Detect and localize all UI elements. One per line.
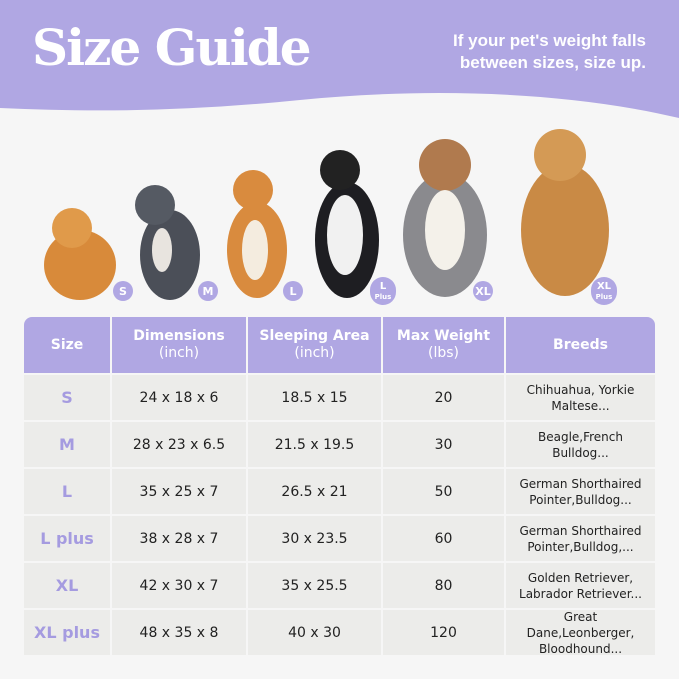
dimensions-cell: 24 x 18 x 6	[112, 375, 246, 420]
size-badge-m: M	[198, 281, 218, 301]
size-cell: L plus	[24, 516, 110, 561]
table-header-cell: Breeds	[506, 317, 655, 373]
dog-illustrations	[44, 129, 609, 300]
dog-m-image	[135, 185, 200, 300]
breeds-cell: Golden Retriever, Labrador Retriever...	[506, 563, 655, 608]
subtitle: If your pet's weight falls between sizes,…	[346, 30, 646, 74]
max-weight-cell: 30	[383, 422, 504, 467]
dimensions-cell: 48 x 35 x 8	[112, 610, 246, 655]
size-cell: M	[24, 422, 110, 467]
dog-l-plus-image	[315, 150, 379, 298]
table-header-cell: Max Weight (lbs)	[383, 317, 504, 373]
breeds-cell: Beagle,French Bulldog...	[506, 422, 655, 467]
dog-l-image	[227, 170, 287, 298]
max-weight-cell: 20	[383, 375, 504, 420]
subtitle-line: between sizes, size up.	[459, 53, 646, 72]
max-weight-cell: 120	[383, 610, 504, 655]
max-weight-cell: 60	[383, 516, 504, 561]
page-title: Size Guide	[32, 18, 312, 77]
subtitle-line: If your pet's weight falls	[453, 31, 646, 50]
sleeping-area-cell: 40 x 30	[248, 610, 381, 655]
breeds-cell: German Shorthaired Pointer,Bulldog,...	[506, 516, 655, 561]
dimensions-cell: 35 x 25 x 7	[112, 469, 246, 514]
dimensions-cell: 28 x 23 x 6.5	[112, 422, 246, 467]
breeds-cell: Chihuahua, Yorkie Maltese...	[506, 375, 655, 420]
size-badge-xl: XL	[473, 281, 493, 301]
size-cell: S	[24, 375, 110, 420]
table-header-cell: Dimensions (inch)	[112, 317, 246, 373]
sleeping-area-cell: 35 x 25.5	[248, 563, 381, 608]
size-badge-xl-plus: XL Plus	[591, 277, 617, 305]
size-table: Size Dimensions (inch) Sleeping Area (inch) M…	[24, 317, 655, 656]
dimensions-cell: 42 x 30 x 7	[112, 563, 246, 608]
sleeping-area-cell: 26.5 x 21	[248, 469, 381, 514]
table-header-cell: Size	[24, 317, 110, 373]
sleeping-area-cell: 18.5 x 15	[248, 375, 381, 420]
sleeping-area-cell: 21.5 x 19.5	[248, 422, 381, 467]
sleeping-area-cell: 30 x 23.5	[248, 516, 381, 561]
dog-xl-image	[403, 139, 487, 297]
max-weight-cell: 50	[383, 469, 504, 514]
size-badge-l-plus: L Plus	[370, 277, 396, 305]
dog-xl-plus-image	[521, 129, 609, 296]
size-cell: L	[24, 469, 110, 514]
dimensions-cell: 38 x 28 x 7	[112, 516, 246, 561]
header-banner	[0, 0, 679, 118]
breeds-cell: German Shorthaired Pointer,Bulldog...	[506, 469, 655, 514]
table-header-cell: Sleeping Area (inch)	[248, 317, 381, 373]
size-cell: XL	[24, 563, 110, 608]
size-badge-s: S	[113, 281, 133, 301]
dog-s-image	[44, 208, 116, 300]
size-badge-l: L	[283, 281, 303, 301]
max-weight-cell: 80	[383, 563, 504, 608]
breeds-cell: Great Dane,Leonberger, Bloodhound...	[506, 610, 655, 656]
size-cell: XL plus	[24, 610, 110, 655]
